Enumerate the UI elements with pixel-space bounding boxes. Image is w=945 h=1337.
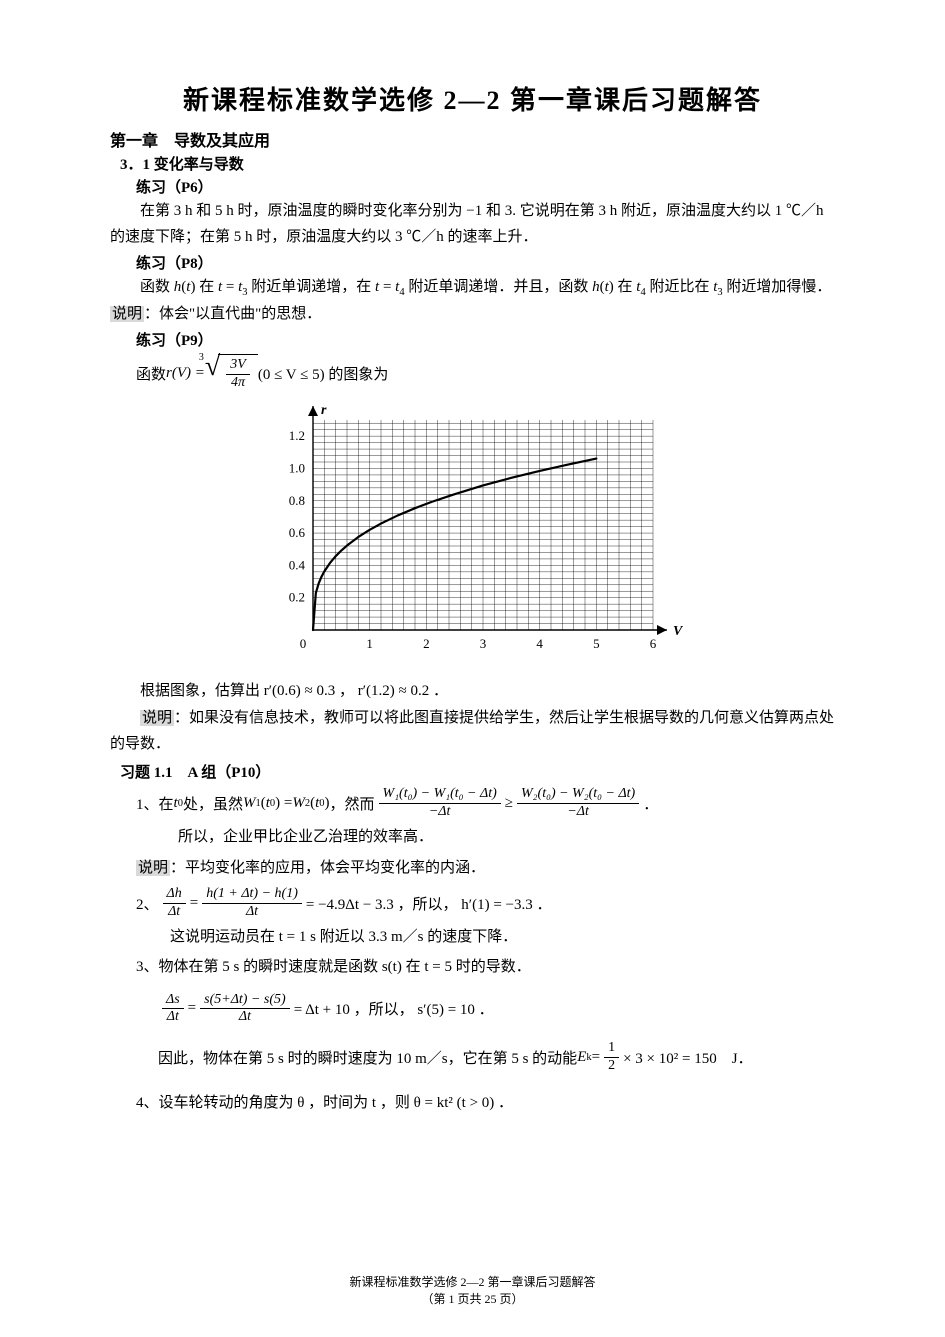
text-fragment: 附近单调递增，在: [248, 279, 376, 295]
svg-text:5: 5: [593, 636, 600, 651]
exercise-p6-text: 在第 3 h 和 5 h 时，原油温度的瞬时变化率分别为 −1 和 3. 它说明…: [110, 199, 835, 250]
note-label: 说明: [136, 860, 170, 876]
svg-text:1.2: 1.2: [288, 428, 304, 443]
function-chart: 1 2 3 4 5 6 0 0.2 0.4 0.6 0.8 1.0 1.2 Vr: [263, 400, 683, 670]
section-heading: 3．1 变化率与导数: [120, 153, 835, 174]
fraction: 1 2: [604, 1040, 619, 1075]
q1-line2: 所以，企业甲比企业乙治理的效率高．: [178, 823, 835, 852]
svg-text:0: 0: [299, 636, 306, 651]
svg-text:r: r: [321, 403, 327, 418]
cube-root: 3 √ 3V 4π: [205, 354, 258, 392]
note-text: ：如果没有信息技术，教师可以将此图直接提供给学生，然后让学生根据导数的几何意义估…: [110, 710, 834, 752]
math-symbol: E: [577, 1049, 586, 1066]
exercise-p6-heading: 练习（P6）: [136, 176, 835, 197]
fraction-numerator: Δh: [163, 886, 186, 904]
text-fragment: 函数: [136, 363, 166, 384]
fraction-numerator: 3V: [226, 357, 250, 375]
svg-text:1: 1: [366, 636, 373, 651]
text-fragment: 在: [614, 279, 637, 295]
fraction: W₂(t₀) − W₂(t₀ − Δt) −Δt: [517, 786, 639, 821]
svg-text:0.2: 0.2: [288, 590, 304, 605]
fraction-numerator: h(1 + Δt) − h(1): [202, 886, 302, 904]
note-label: 说明: [140, 710, 174, 726]
chart-container: 1 2 3 4 5 6 0 0.2 0.4 0.6 0.8 1.0 1.2 Vr: [110, 400, 835, 675]
page-container: 新课程标准数学选修 2—2 第一章课后习题解答 第一章 导数及其应用 3．1 变…: [0, 0, 945, 1337]
fraction-denominator: Δt: [164, 904, 184, 921]
note-text: ：体会"以直代曲"的思想．: [144, 306, 321, 322]
svg-text:0.4: 0.4: [288, 557, 305, 572]
math-expr: r(V) =: [166, 365, 205, 382]
fraction-numerator: Δs: [162, 992, 184, 1010]
fraction-numerator: W₂(t₀) − W₂(t₀ − Δt): [517, 786, 639, 804]
text-fragment: × 3 × 10² = 150 J．: [623, 1047, 752, 1068]
q1-note: 说明：平均变化率的应用，体会平均变化率的内涵．: [136, 854, 835, 883]
note-label: 说明: [110, 306, 144, 322]
fraction: Δh Δt: [163, 886, 186, 921]
fraction-numerator: s(5+Δt) − s(5): [200, 992, 290, 1010]
svg-text:3: 3: [479, 636, 486, 651]
text-fragment: = Δt + 10 ，所以， s′(5) = 10 ．: [294, 998, 494, 1019]
exercise-p9-heading: 练习（P9）: [136, 329, 835, 350]
text-fragment: ．: [643, 793, 658, 814]
text-fragment: 附近增加得慢．: [723, 279, 839, 295]
fraction: s(5+Δt) − s(5) Δt: [200, 992, 290, 1027]
fraction-denominator: −Δt: [425, 804, 455, 821]
text-fragment: 函数: [140, 279, 174, 295]
fraction-denominator: Δt: [235, 1009, 255, 1026]
text-fragment: 附近比在: [646, 279, 714, 295]
problem-set-heading: 习题 1.1 A 组（P10）: [120, 761, 835, 782]
fraction-numerator: 1: [604, 1040, 619, 1058]
svg-text:6: 6: [649, 636, 656, 651]
exercise-p9-estimate: 根据图象，估算出 r′(0.6) ≈ 0.3 ， r′(1.2) ≈ 0.2 ．: [110, 679, 835, 705]
q2-line2: 这说明运动员在 t = 1 s 附近以 3.3 m／s 的速度下降．: [170, 923, 835, 952]
svg-text:1.0: 1.0: [288, 460, 304, 475]
footer-page-number: （第 1 页共 25 页）: [110, 1290, 835, 1307]
text-fragment: =: [190, 895, 198, 912]
fraction-denominator: Δt: [242, 904, 262, 921]
q2-line1: 2、 Δh Δt = h(1 + Δt) − h(1) Δt = −4.9Δt …: [136, 886, 835, 921]
svg-text:V: V: [673, 624, 683, 639]
text-fragment: =: [592, 1049, 600, 1066]
fraction: h(1 + Δt) − h(1) Δt: [202, 886, 302, 921]
q4-line: 4、设车轮转动的角度为 θ ，时间为 t ，则 θ = kt² (t > 0) …: [136, 1089, 835, 1118]
svg-text:2: 2: [423, 636, 430, 651]
chapter-heading: 第一章 导数及其应用: [110, 127, 835, 151]
svg-text:0.6: 0.6: [288, 525, 305, 540]
fraction-denominator: Δt: [163, 1009, 183, 1026]
text-fragment: 1、在: [136, 793, 174, 814]
svg-text:4: 4: [536, 636, 543, 651]
exercise-p9-note: 说明：如果没有信息技术，教师可以将此图直接提供给学生，然后让学生根据导数的几何意…: [110, 706, 835, 757]
text-fragment: 附近单调递增．并且，函数: [405, 279, 593, 295]
exercise-p8-text: 函数 h(t) 在 t = t3 附近单调递增，在 t = t4 附近单调递增．…: [110, 275, 835, 327]
note-text: ：平均变化率的应用，体会平均变化率的内涵．: [170, 860, 485, 876]
svg-text:0.8: 0.8: [288, 493, 304, 508]
q3-line1: 3、物体在第 5 s 的瞬时速度就是函数 s(t) 在 t = 5 时的导数．: [136, 953, 835, 982]
fraction-numerator: W₁(t₀) − W₁(t₀ − Δt): [379, 786, 501, 804]
text-fragment: 处，虽然: [183, 793, 243, 814]
text-fragment: =: [188, 1000, 196, 1017]
text-fragment: 在: [195, 279, 218, 295]
exercise-p9-function: 函数 r(V) = 3 √ 3V 4π (0 ≤ V ≤ 5) 的图象为: [136, 354, 835, 392]
q1-line1: 1、在 t0 处，虽然 W1(t0) = W2(t0) ，然而 W₁(t₀) −…: [136, 786, 835, 821]
fraction-denominator: 4π: [227, 375, 249, 392]
page-footer: 新课程标准数学选修 2—2 第一章课后习题解答 （第 1 页共 25 页）: [110, 1273, 835, 1307]
footer-title: 新课程标准数学选修 2—2 第一章课后习题解答: [110, 1273, 835, 1290]
fraction-denominator: 2: [604, 1058, 619, 1075]
q3-formula: Δs Δt = s(5+Δt) − s(5) Δt = Δt + 10 ，所以，…: [158, 992, 835, 1027]
text-fragment: 因此，物体在第 5 s 时的瞬时速度为 10 m／s，它在第 5 s 的动能: [158, 1047, 577, 1068]
text-fragment: 2、: [136, 893, 159, 914]
document-title: 新课程标准数学选修 2—2 第一章课后习题解答: [110, 80, 835, 117]
text-fragment: = −4.9Δt − 3.3 ，所以， h′(1) = −3.3 ．: [306, 893, 552, 914]
fraction-denominator: −Δt: [563, 804, 593, 821]
exercise-p8-heading: 练习（P8）: [136, 252, 835, 273]
fraction: Δs Δt: [162, 992, 184, 1027]
fraction: W₁(t₀) − W₁(t₀ − Δt) −Δt: [379, 786, 501, 821]
text-fragment: ≥: [505, 795, 513, 812]
q3-line3: 因此，物体在第 5 s 时的瞬时速度为 10 m／s，它在第 5 s 的动能 E…: [158, 1040, 835, 1075]
text-fragment: (0 ≤ V ≤ 5) 的图象为: [258, 363, 389, 384]
text-fragment: ，然而: [330, 793, 375, 814]
